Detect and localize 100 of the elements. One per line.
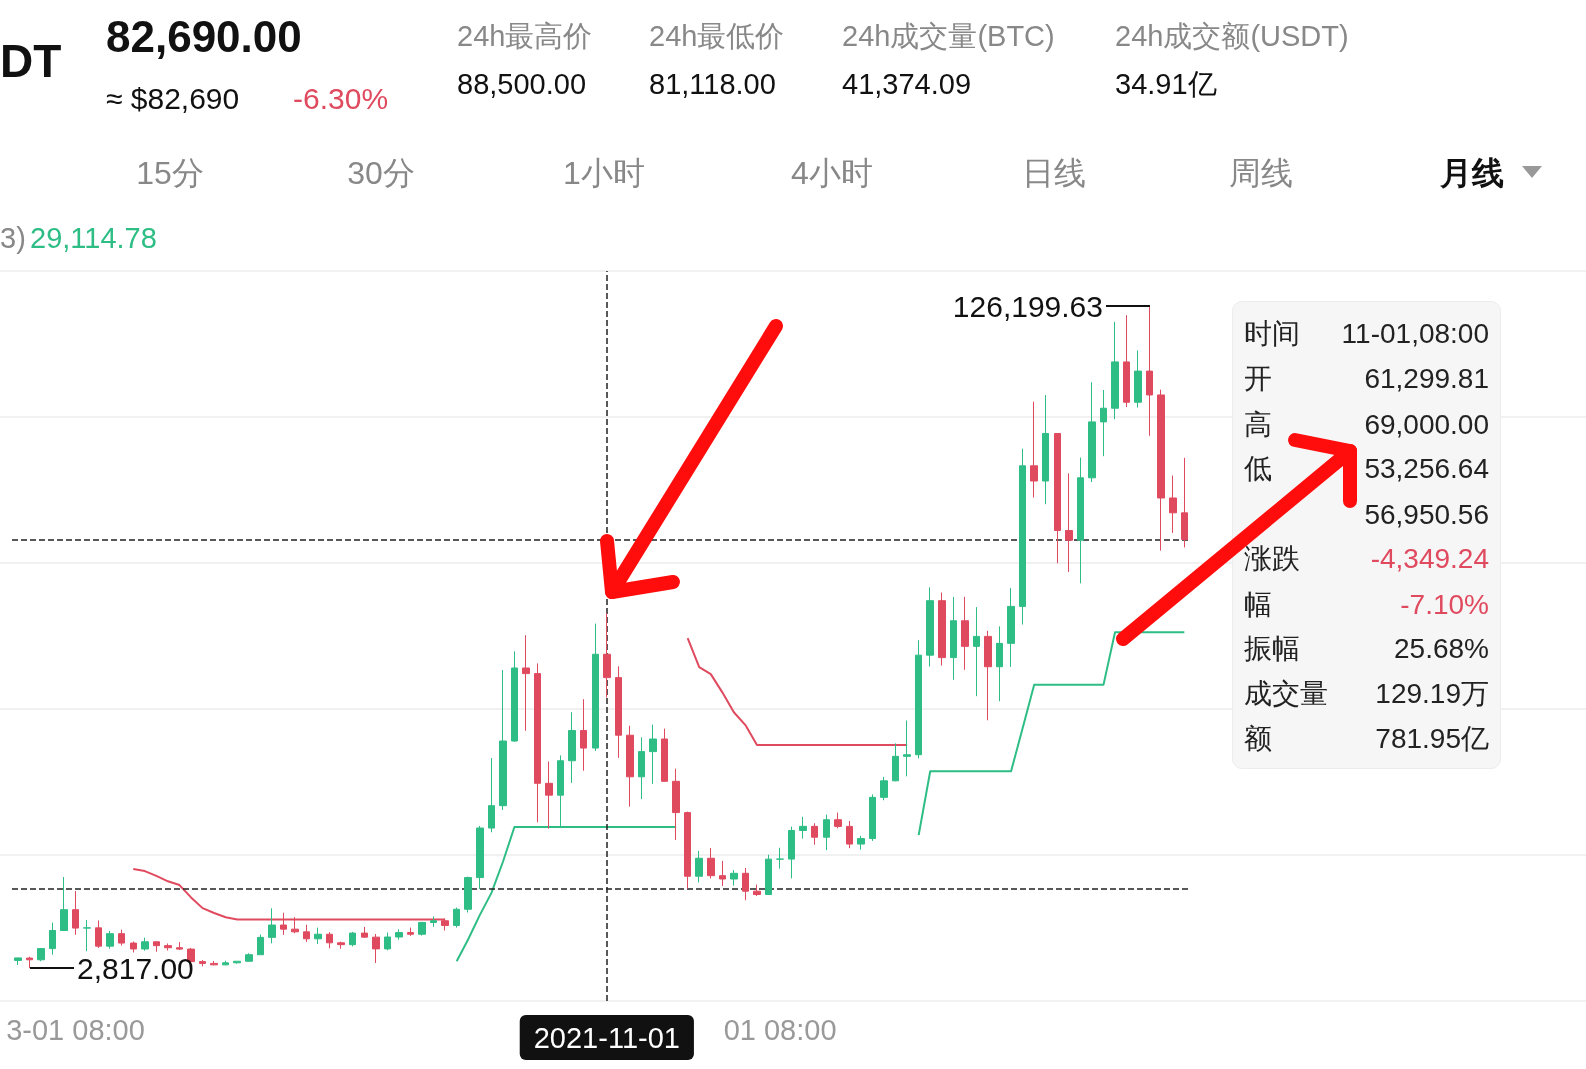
candlestick bbox=[1019, 448, 1026, 626]
candlestick bbox=[453, 907, 460, 929]
candlestick bbox=[811, 822, 818, 846]
candlestick bbox=[857, 835, 865, 851]
candlestick bbox=[776, 847, 784, 870]
candlestick bbox=[488, 757, 495, 833]
candlestick bbox=[961, 596, 969, 671]
text: 振幅 bbox=[1244, 632, 1300, 665]
candlestick bbox=[372, 933, 380, 964]
text: 涨跌 bbox=[1244, 542, 1300, 575]
text: 25.68% bbox=[1394, 632, 1489, 665]
candlestick bbox=[14, 957, 22, 966]
candlestick bbox=[973, 606, 980, 697]
candlestick bbox=[384, 932, 391, 951]
candlestick bbox=[788, 826, 795, 879]
text: 额 bbox=[1244, 722, 1272, 755]
text: -6.30% bbox=[293, 81, 389, 115]
candlestick bbox=[926, 586, 934, 668]
candlestick bbox=[1111, 321, 1119, 420]
candlestick bbox=[337, 941, 345, 950]
candlestick bbox=[95, 919, 102, 949]
candlestick bbox=[49, 922, 56, 956]
candlestick bbox=[615, 665, 622, 759]
text: 15分 bbox=[136, 155, 204, 192]
x-tick-label: 01 08:00 bbox=[723, 1013, 837, 1046]
candlestick bbox=[834, 812, 842, 829]
text: 30分 bbox=[347, 155, 415, 192]
text: 24h最高价 bbox=[457, 20, 593, 53]
candlestick bbox=[106, 930, 114, 950]
candlestick bbox=[1134, 349, 1142, 409]
candlestick bbox=[730, 869, 738, 887]
text: 82,690.00 bbox=[106, 11, 302, 62]
candlestick bbox=[522, 634, 530, 732]
candlestick bbox=[880, 776, 888, 801]
candlestick bbox=[649, 724, 657, 785]
candlestick bbox=[326, 931, 333, 949]
text: 时间 bbox=[1244, 317, 1300, 350]
candlestick bbox=[1042, 394, 1049, 505]
candlestick bbox=[407, 927, 414, 937]
text: 29,114.78 bbox=[30, 222, 157, 255]
candlestick bbox=[164, 943, 172, 952]
text: 月线 bbox=[1440, 155, 1504, 192]
candlestick bbox=[753, 884, 761, 897]
candlestick bbox=[511, 650, 518, 743]
candlestick bbox=[626, 725, 634, 808]
annotation: 2,817.00 bbox=[77, 951, 194, 985]
candlestick bbox=[580, 698, 587, 772]
candlestick bbox=[210, 960, 218, 966]
candlestick bbox=[950, 596, 957, 681]
candlestick bbox=[245, 952, 253, 963]
candlestick bbox=[1146, 305, 1153, 437]
text: -4,349.24 bbox=[1370, 542, 1489, 575]
candlestick bbox=[141, 937, 149, 952]
candlestick bbox=[1065, 472, 1073, 573]
text: 周线 bbox=[1229, 155, 1293, 192]
candlestick bbox=[892, 742, 899, 782]
text: 61,299.81 bbox=[1364, 362, 1489, 395]
candlestick bbox=[984, 630, 992, 721]
candlestick bbox=[314, 927, 322, 945]
candlestick bbox=[476, 825, 484, 890]
text: -7.10% bbox=[1400, 588, 1489, 621]
candlestick bbox=[707, 847, 715, 880]
candlestick bbox=[349, 931, 356, 947]
candlestick bbox=[418, 921, 426, 937]
text: 低 bbox=[1244, 452, 1272, 485]
text: 24h成交额(USDT) bbox=[1115, 20, 1349, 53]
candlestick bbox=[1007, 587, 1015, 668]
candlestick bbox=[603, 612, 611, 698]
candlestick bbox=[1088, 381, 1096, 483]
text: 高 bbox=[1244, 408, 1272, 441]
text: ≈ $82,690 bbox=[106, 81, 240, 115]
candlestick bbox=[1054, 432, 1061, 564]
text: 开 bbox=[1244, 362, 1272, 395]
candlestick bbox=[823, 814, 830, 851]
text: 69,000.00 bbox=[1364, 408, 1489, 441]
text: 成交量 bbox=[1244, 677, 1328, 710]
candlestick bbox=[799, 816, 807, 840]
candlestick bbox=[568, 711, 576, 784]
candlestick bbox=[661, 728, 668, 783]
candlestick bbox=[83, 919, 91, 952]
candlestick bbox=[1077, 457, 1084, 584]
candlestick bbox=[684, 811, 691, 890]
candlestick bbox=[430, 915, 437, 928]
candlestick bbox=[719, 860, 726, 887]
candlestick bbox=[26, 956, 33, 969]
candlestick bbox=[938, 592, 946, 667]
candlestick bbox=[1030, 401, 1038, 499]
text: 4小时 bbox=[791, 155, 873, 192]
text: 3) bbox=[0, 222, 26, 255]
candlestick bbox=[464, 876, 472, 913]
candlestick bbox=[996, 625, 1003, 702]
text: 幅 bbox=[1244, 588, 1272, 621]
candlestick bbox=[222, 960, 229, 966]
candlestick bbox=[72, 890, 79, 936]
candlestick bbox=[695, 850, 703, 883]
candlestick bbox=[37, 948, 45, 962]
candlestick bbox=[395, 928, 403, 941]
candlestick bbox=[60, 876, 68, 932]
candlestick bbox=[1157, 389, 1165, 552]
candlestick bbox=[638, 736, 645, 800]
